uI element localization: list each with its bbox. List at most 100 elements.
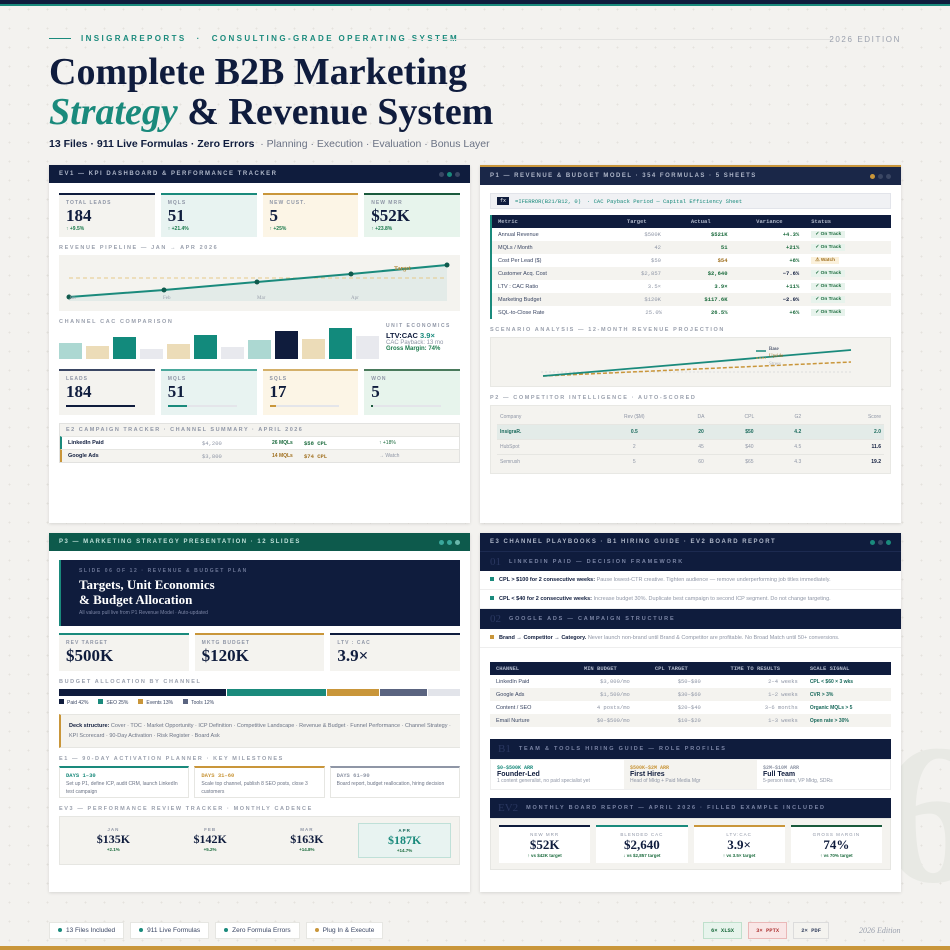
role-profile: $500K–$2M ARR First Hires Head of Mktg + P… — [624, 760, 757, 789]
table-row[interactable]: MQLs / Month 42 51 +21% ✓ On Track — [491, 241, 891, 254]
feature-chip: 13 Files Included — [49, 922, 125, 939]
status-badge: ✓ On Track — [811, 283, 846, 290]
funnel-stage: SQLS 17 — [262, 369, 359, 415]
slide-kpi: REV TARGET $500K — [59, 633, 189, 671]
section-title: REVENUE PIPELINE — JAN → APR 2026 — [59, 245, 219, 251]
top-accent-bar — [0, 0, 950, 6]
eyebrow-line — [49, 38, 71, 39]
status-badge: ✓ On Track — [811, 244, 846, 251]
format-badge: 6× XLSX — [703, 922, 743, 939]
footer-edition: 2026 Edition — [859, 926, 901, 935]
header-eyebrow: INSIGRAREPORTS · CONSULTING-GRADE OPERAT… — [49, 34, 459, 43]
status-badge: ✓ On Track — [811, 309, 846, 316]
p3-strategy-presentation-card: P3 — MARKETING STRATEGY PRESENTATION · 1… — [49, 533, 470, 892]
window-dots — [439, 171, 460, 177]
milestone-card: DAYS 61–90 Board report, budget reallocat… — [329, 766, 460, 798]
e3-playbooks-card: E3 CHANNEL PLAYBOOKS · B1 HIRING GUIDE ·… — [480, 533, 901, 892]
format-badge: 2× PDF — [793, 922, 830, 939]
hiring-guide-header: B1 TEAM & TOOLS HIRING GUIDE — ROLE PROF… — [490, 739, 891, 759]
table-row[interactable]: Email Nurture $0–$500/mo $10–$20 1–3 weeks O… — [490, 714, 891, 727]
milestone-card: DAYS 31–60 Scale top channel, publish 8 S… — [194, 766, 325, 798]
budget-segment — [226, 689, 326, 696]
footer-chips: 13 Files Included 911 Live Formulas Zero F… — [49, 922, 384, 939]
board-report-kpis: NEW MRR $52K ↑ vs $42K target BLENDED CAC $2… — [490, 818, 891, 870]
format-badge: 3× PPTX — [748, 922, 788, 939]
campaign-row[interactable]: LinkedIn Paid $4,200 26 MQLs $58 CPL ↑ +18% — [60, 436, 459, 449]
google-ads-rule: Brand → Competitor → Category. Never lau… — [480, 629, 901, 648]
slide-kpi: LTV : CAC 3.9× — [330, 633, 461, 671]
file-formats: 6× XLSX 3× PPTX 2× PDF — [703, 922, 830, 939]
slide-kpi: MKTG BUDGET $120K — [194, 633, 325, 671]
funnel-stage: WON 5 — [364, 369, 460, 415]
edition-label: 2026 EDITION — [829, 35, 901, 44]
legend-item: SEO 25% — [98, 699, 128, 706]
table-row[interactable]: Customer Acq. Cost $2,857 $2,640 −7.6% ✓ On … — [491, 267, 891, 280]
board-report-header: EV2 MONTHLY BOARD REPORT — APRIL 2026 · … — [490, 798, 891, 818]
scenario-projection-chart: Base Upside Stress — [490, 337, 891, 387]
unit-economics: UNIT ECONOMICS LTV:CAC 3.9× CAC Payback:… — [386, 323, 451, 352]
campaign-row[interactable]: Google Ads $3,800 14 MQLs $74 CPL → Watch — [60, 449, 459, 462]
board-kpi: NEW MRR $52K ↑ vs $42K target — [499, 825, 591, 863]
budget-segment — [428, 689, 460, 696]
role-profile: $2M–$10M ARR Full Team 5-person team, VP M… — [763, 765, 833, 784]
formula-bar[interactable]: fx =IFERROR(B21/B12, 0) · CAC Payback Per… — [490, 193, 891, 209]
channel-table: CHANNEL MIN BUDGET CPL TARGET TIME TO RESUL… — [490, 662, 891, 727]
legend-item: Events 13% — [138, 699, 173, 706]
feature-chip: Plug In & Execute — [305, 922, 384, 939]
status-badge: ✓ On Track — [811, 231, 846, 238]
monthly-review-tracker: JAN $135K +2.1% FEB $142K +5.2% MAR $163K +14.8%… — [59, 816, 460, 865]
rule-item: CPL < $40 for 2 consecutive weeks: Incre… — [480, 590, 901, 609]
table-row[interactable]: SQL-to-Close Rate 25.0% 26.5% +6% ✓ On Track — [491, 306, 891, 319]
google-ads-section-header: 02 GOOGLE ADS — CAMPAIGN STRUCTURE — [480, 609, 901, 629]
table-row[interactable]: Cost Per Lead ($) $50 $54 +8% ⚠ Watch — [491, 254, 891, 267]
kpi-tile: TOTAL LEADS 184 ↑ +9.5% — [59, 193, 155, 237]
table-row[interactable]: Content / SEO 4 posts/mo $20–$40 3–6 months… — [496, 704, 853, 711]
month-stat: JAN $135K +2.1% — [96, 827, 131, 852]
legend-item: Paid 42% — [59, 699, 88, 706]
kpi-tile: NEW CUST. 5 ↑ +25% — [262, 193, 359, 237]
month-stat: APR $187K +14.7% — [358, 823, 451, 858]
page-title: Complete B2B Marketing Strategy & Revenue… — [49, 51, 494, 133]
board-kpi: BLENDED CAC $2,640 ↓ vs $2,857 target — [596, 825, 688, 863]
status-badge: ✓ On Track — [811, 270, 846, 277]
funnel-stage: MQLS 51 — [160, 369, 257, 415]
deck-structure: Deck structure: Cover · TOC · Market Opp… — [59, 714, 460, 748]
tagline: CONSULTING-GRADE OPERATING SYSTEM — [211, 34, 460, 43]
table-row[interactable]: Annual Revenue $500K $521K +4.3% ✓ On Track — [491, 228, 891, 241]
card-header: EV1 — KPI DASHBOARD & PERFORMANCE TRACKE… — [49, 165, 470, 183]
bottom-accent-bar — [0, 946, 950, 950]
fx-icon: fx — [497, 197, 510, 205]
kpi-tile: NEW MRR $52K ↑ +23.8% — [364, 193, 460, 237]
competitor-table: Company Rev ($M) DA CPL G2 Score InsigraR. 0.5 2… — [490, 405, 891, 474]
p1-revenue-model-card: P1 — REVENUE & BUDGET MODEL · 354 FORMUL… — [480, 165, 901, 523]
month-tick: Feb — [163, 296, 171, 301]
divider — [408, 39, 833, 40]
competitor-row[interactable]: Semrush 5 60 $65 4.3 19.2 — [497, 454, 884, 470]
table-row[interactable]: LinkedIn Paid $3,000/mo $50–$80 2–4 weeks CP… — [496, 678, 854, 685]
budget-allocation-bar — [59, 689, 460, 696]
table-row[interactable]: LTV : CAC Ratio 3.5× 3.9× +11% ✓ On Track — [491, 280, 891, 293]
month-tick: Mar — [257, 296, 266, 301]
brand-name: INSIGRAREPORTS — [81, 34, 187, 43]
feature-chip: Zero Formula Errors — [215, 922, 300, 939]
channel-cac-bar-chart — [59, 328, 380, 359]
month-tick: Apr — [351, 296, 359, 301]
rule-item: CPL > $100 for 2 consecutive weeks: Paus… — [480, 571, 901, 590]
month-stat: FEB $142K +5.2% — [193, 827, 227, 852]
competitor-row[interactable]: HubSpot 2 45 $40 4.5 11.6 — [497, 439, 884, 455]
status-badge: ✓ On Track — [811, 296, 846, 303]
slide-preview[interactable]: SLIDE 06 OF 12 · REVENUE & BUDGET PLAN T… — [59, 560, 460, 626]
feature-chip: 911 Live Formulas — [130, 922, 210, 939]
table-row[interactable]: Marketing Budget $120K $117.6K −2.0% ✓ On Tr… — [491, 293, 891, 306]
month-tick: Jan — [69, 296, 76, 301]
legend-item: Tools 12% — [183, 699, 214, 706]
month-stat: MAR $163K +14.8% — [290, 827, 324, 852]
kpi-tile: MQLS 51 ↑ +21.4% — [160, 193, 257, 237]
kpi-table: Metric Target Actual Variance Status Annual R… — [490, 215, 891, 319]
campaign-tracker: E2 CAMPAIGN TRACKER · CHANNEL SUMMARY · … — [59, 423, 460, 463]
competitor-row[interactable]: InsigraR. 0.5 20 $50 4.2 2.0 — [497, 424, 884, 440]
linkedin-section-header: 01 LINKEDIN PAID — DECISION FRAMEWORK — [480, 551, 901, 571]
table-row[interactable]: Google Ads $1,500/mo $30–$60 1–2 weeks CVR >… — [490, 688, 891, 701]
funnel-stage: LEADS 184 — [59, 369, 155, 415]
status-badge: ⚠ Watch — [811, 257, 840, 264]
